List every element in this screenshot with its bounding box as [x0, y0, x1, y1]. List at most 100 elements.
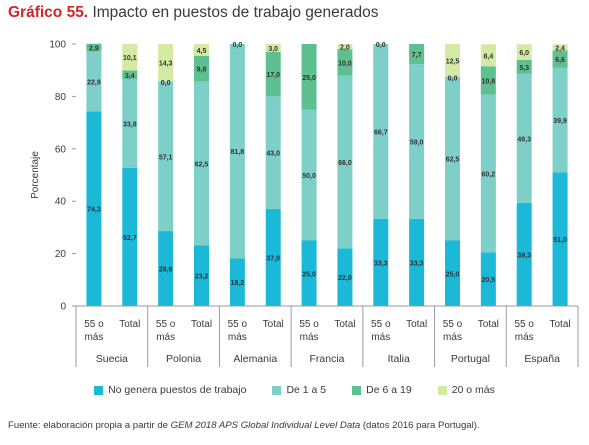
- legend-item: 20 o más: [437, 384, 495, 396]
- legend-label: 20 o más: [451, 384, 495, 396]
- bar-segment: [552, 44, 568, 51]
- bar-segment: [337, 49, 353, 76]
- bar-value-label: 66,7: [374, 129, 388, 136]
- bar-value-label: 39,9: [553, 118, 567, 125]
- bar-value-label: 81,8: [231, 149, 245, 156]
- source-note: Fuente: elaboración propia a partir de G…: [8, 420, 480, 431]
- bar-value-label: 6,0: [519, 50, 529, 57]
- bar-segment: [122, 70, 138, 80]
- figure-label: Gráfico 55.: [8, 4, 89, 21]
- bar-value-label: 33,3: [374, 260, 388, 267]
- x-bar-label: 55 o: [84, 319, 104, 330]
- bar-value-label: 28,6: [159, 267, 173, 274]
- bar-segment: [158, 81, 174, 232]
- x-bar-label: 55 o: [156, 319, 176, 330]
- bar-segment: [516, 203, 532, 306]
- bar-segment: [480, 94, 496, 253]
- bar-segment: [122, 44, 138, 71]
- bar-value-label: 25,0: [302, 75, 316, 82]
- bar-value-label: 57,1: [159, 154, 173, 161]
- bar-value-label: 10,0: [338, 60, 352, 67]
- bar-segment: [158, 44, 174, 82]
- bar-segment: [194, 245, 209, 306]
- legend-swatch: [94, 385, 104, 395]
- bar-value-label: 2,9: [89, 46, 99, 53]
- bar-value-label: 14,3: [159, 61, 173, 68]
- bar-segment: [552, 50, 568, 68]
- legend-swatch: [437, 385, 447, 395]
- bar-value-label: 4,5: [197, 48, 207, 55]
- bar-value-label: 20,5: [482, 277, 496, 284]
- x-bar-label: 55 o: [514, 319, 534, 330]
- figure-title: Impacto en puestos de trabajo generados: [92, 4, 379, 21]
- y-axis-label: Porcentaje: [30, 151, 41, 199]
- bar-value-label: 37,0: [266, 256, 280, 263]
- bar-value-label: 6,6: [555, 57, 565, 64]
- bar-value-label: 10,8: [482, 78, 496, 85]
- bar-segment: [122, 167, 138, 306]
- x-bar-label: Total: [191, 319, 212, 330]
- bar-value-label: 52,7: [123, 235, 137, 242]
- bar-segment: [552, 67, 568, 173]
- bar-segment: [301, 44, 317, 110]
- bar-segment: [86, 51, 102, 112]
- x-group-label: Italia: [388, 353, 410, 365]
- x-bar-label: Total: [334, 319, 355, 330]
- x-bar-label: Total: [119, 319, 140, 330]
- y-tick-label: 100: [49, 40, 66, 51]
- bar-value-label: 62,5: [446, 157, 460, 164]
- bar-value-label: 51,0: [553, 237, 567, 244]
- x-bar-label: Total: [550, 319, 571, 330]
- bar-segment: [480, 252, 496, 306]
- bar-value-label: 74,3: [87, 207, 101, 214]
- x-group-label: Suecia: [96, 353, 128, 365]
- chart-title: Gráfico 55. Impacto en puestos de trabaj…: [8, 4, 379, 22]
- bar-value-label: 0,0: [448, 75, 458, 82]
- x-bar-label: más: [371, 332, 390, 343]
- bar-value-label: 2,4: [555, 45, 565, 52]
- x-bar-label: más: [156, 332, 175, 343]
- bar-value-label: 25,0: [302, 271, 316, 278]
- bar-value-label: 62,5: [195, 161, 209, 168]
- bar-segment: [194, 81, 209, 246]
- bar-segment: [516, 73, 532, 204]
- bar-value-label: 12,5: [446, 58, 460, 65]
- bar-segment: [337, 44, 353, 50]
- y-tick-label: 80: [55, 92, 67, 103]
- x-group-label: Francia: [309, 353, 344, 365]
- x-bar-label: 55 o: [443, 319, 463, 330]
- legend-item: De 6 a 19: [352, 384, 412, 396]
- y-tick-label: 60: [55, 144, 67, 155]
- x-bar-label: Total: [406, 319, 427, 330]
- bar-value-label: 10,1: [123, 55, 137, 62]
- bar-value-label: 3,0: [268, 46, 278, 53]
- legend-swatch: [352, 385, 362, 395]
- bar-value-label: 3,4: [125, 73, 135, 80]
- x-bar-label: más: [84, 332, 103, 343]
- bar-segment: [265, 96, 281, 210]
- bar-segment: [301, 240, 317, 306]
- bar-value-label: 59,0: [410, 139, 424, 146]
- bar-value-label: 0,0: [376, 42, 386, 49]
- bar-segment: [516, 59, 532, 74]
- bar-segment: [265, 44, 281, 52]
- x-bar-label: Total: [478, 319, 499, 330]
- y-tick-label: 20: [55, 249, 67, 260]
- stacked-bar-chart: 0 20 40 60 80 100 Porcentaje 74,3 22,9 2,9 52,7 33,…: [30, 40, 579, 367]
- x-group-label: Polonia: [166, 353, 201, 365]
- bar-value-label: 5,3: [519, 65, 529, 72]
- x-bar-label: más: [443, 332, 462, 343]
- bar-value-label: 22,0: [338, 275, 352, 282]
- bar-segment: [373, 218, 389, 306]
- legend-swatch: [272, 385, 282, 395]
- bar-segment: [480, 66, 496, 95]
- source-prefix: Fuente: elaboración propia a partir de: [8, 420, 171, 431]
- x-bar-label: más: [515, 332, 534, 343]
- bar-segment: [158, 231, 174, 306]
- source-suffix: (datos 2016 para Portugal).: [360, 420, 480, 431]
- bar-segment: [445, 240, 460, 306]
- bar-value-label: 2,0: [340, 45, 350, 52]
- legend-label: No genera puestos de trabajo: [108, 384, 247, 396]
- bar-value-label: 25,0: [446, 271, 460, 278]
- bar-segment: [445, 44, 460, 77]
